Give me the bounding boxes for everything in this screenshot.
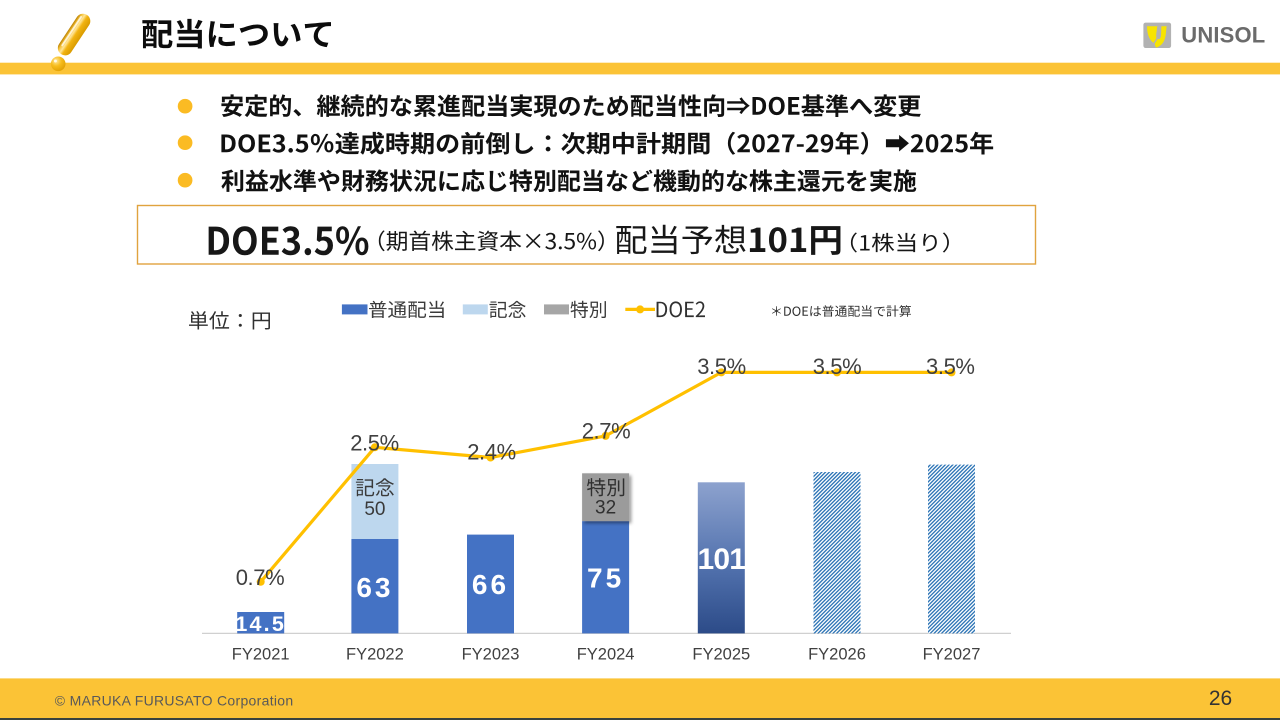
svg-text:63: 63 bbox=[356, 572, 393, 603]
svg-text:3.5%: 3.5% bbox=[697, 354, 746, 379]
svg-text:50: 50 bbox=[364, 499, 385, 520]
svg-text:FY2026: FY2026 bbox=[808, 646, 866, 664]
svg-text:0.7%: 0.7% bbox=[236, 565, 285, 590]
svg-text:66: 66 bbox=[472, 569, 509, 600]
svg-text:101: 101 bbox=[697, 543, 745, 576]
svg-text:2.7%: 2.7% bbox=[582, 418, 631, 443]
svg-text:3.5%: 3.5% bbox=[813, 354, 862, 379]
svg-text:2.4%: 2.4% bbox=[467, 439, 516, 464]
svg-text:75: 75 bbox=[587, 562, 624, 593]
svg-text:UNISOL: UNISOL bbox=[1181, 22, 1265, 47]
svg-text:32: 32 bbox=[595, 498, 616, 519]
svg-text:2.5%: 2.5% bbox=[350, 431, 399, 456]
svg-text:FY2023: FY2023 bbox=[462, 646, 520, 664]
svg-text:FY2021: FY2021 bbox=[232, 646, 290, 664]
svg-text:FY2027: FY2027 bbox=[923, 646, 981, 664]
svg-text:FY2025: FY2025 bbox=[692, 646, 750, 664]
svg-text:FY2022: FY2022 bbox=[346, 646, 404, 664]
svg-text:© MARUKA FURUSATO Corporation: © MARUKA FURUSATO Corporation bbox=[55, 693, 294, 709]
svg-text:FY2024: FY2024 bbox=[577, 646, 635, 664]
svg-text:3.5%: 3.5% bbox=[926, 354, 975, 379]
svg-text:26: 26 bbox=[1209, 687, 1232, 710]
svg-text:14.5: 14.5 bbox=[235, 612, 286, 636]
